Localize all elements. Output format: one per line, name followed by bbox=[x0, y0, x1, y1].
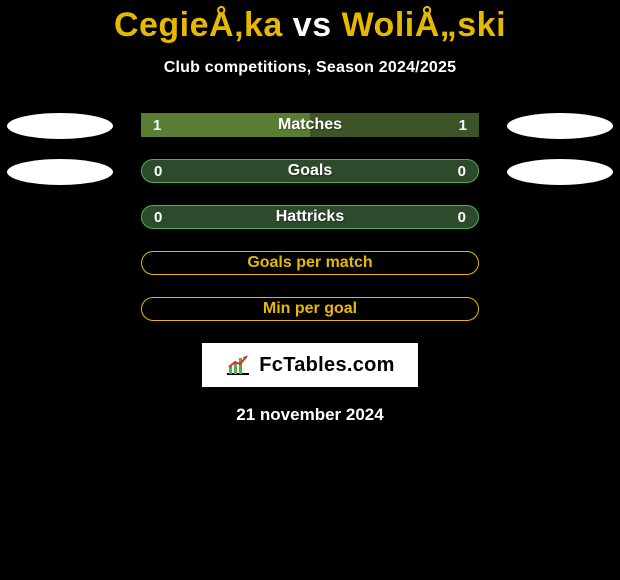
ellipse-right-icon bbox=[507, 159, 613, 185]
stat-label: Hattricks bbox=[276, 208, 344, 226]
stat-label: Min per goal bbox=[263, 300, 357, 318]
stat-bar: Goals per match bbox=[141, 251, 479, 275]
chart-icon bbox=[225, 354, 251, 376]
title-left-name: CegieÅ‚ka bbox=[114, 6, 283, 44]
stat-bar: 1 Matches 1 bbox=[141, 113, 479, 137]
stat-bar: 0 Hattricks 0 bbox=[141, 205, 479, 229]
stat-left-value: 1 bbox=[153, 113, 161, 137]
stat-row: Min per goal bbox=[0, 297, 620, 321]
stat-row: 1 Matches 1 bbox=[0, 113, 620, 137]
stat-rows: 1 Matches 1 0 Goals 0 0 Hattricks 0 Goals per mat… bbox=[0, 113, 620, 321]
stat-label: Matches bbox=[278, 116, 342, 134]
stat-row: 0 Goals 0 bbox=[0, 159, 620, 183]
ellipse-left-icon bbox=[7, 113, 113, 139]
stat-left-value: 0 bbox=[154, 160, 162, 182]
stat-bar: 0 Goals 0 bbox=[141, 159, 479, 183]
stat-right-value: 0 bbox=[458, 160, 466, 182]
stat-row: 0 Hattricks 0 bbox=[0, 205, 620, 229]
stat-left-value: 0 bbox=[154, 206, 162, 228]
ellipse-right-icon bbox=[507, 113, 613, 139]
stat-right-value: 0 bbox=[458, 206, 466, 228]
date-text: 21 november 2024 bbox=[236, 405, 383, 425]
stat-right-value: 1 bbox=[459, 113, 467, 137]
stat-label: Goals bbox=[288, 162, 332, 180]
badge-wrap: FcTables.com 21 november 2024 bbox=[0, 343, 620, 425]
stat-label: Goals per match bbox=[247, 254, 372, 272]
stat-bar: Min per goal bbox=[141, 297, 479, 321]
source-badge[interactable]: FcTables.com bbox=[202, 343, 418, 387]
comparison-card: CegieÅ‚ka vs WoliÅ„ski Club competitions… bbox=[0, 0, 620, 580]
page-title: CegieÅ‚ka vs WoliÅ„ski bbox=[0, 6, 620, 45]
subtitle: Club competitions, Season 2024/2025 bbox=[0, 59, 620, 77]
title-vs: vs bbox=[293, 6, 332, 44]
badge-text: FcTables.com bbox=[259, 354, 395, 377]
stat-row: Goals per match bbox=[0, 251, 620, 275]
ellipse-left-icon bbox=[7, 159, 113, 185]
title-right-name: WoliÅ„ski bbox=[342, 6, 506, 44]
